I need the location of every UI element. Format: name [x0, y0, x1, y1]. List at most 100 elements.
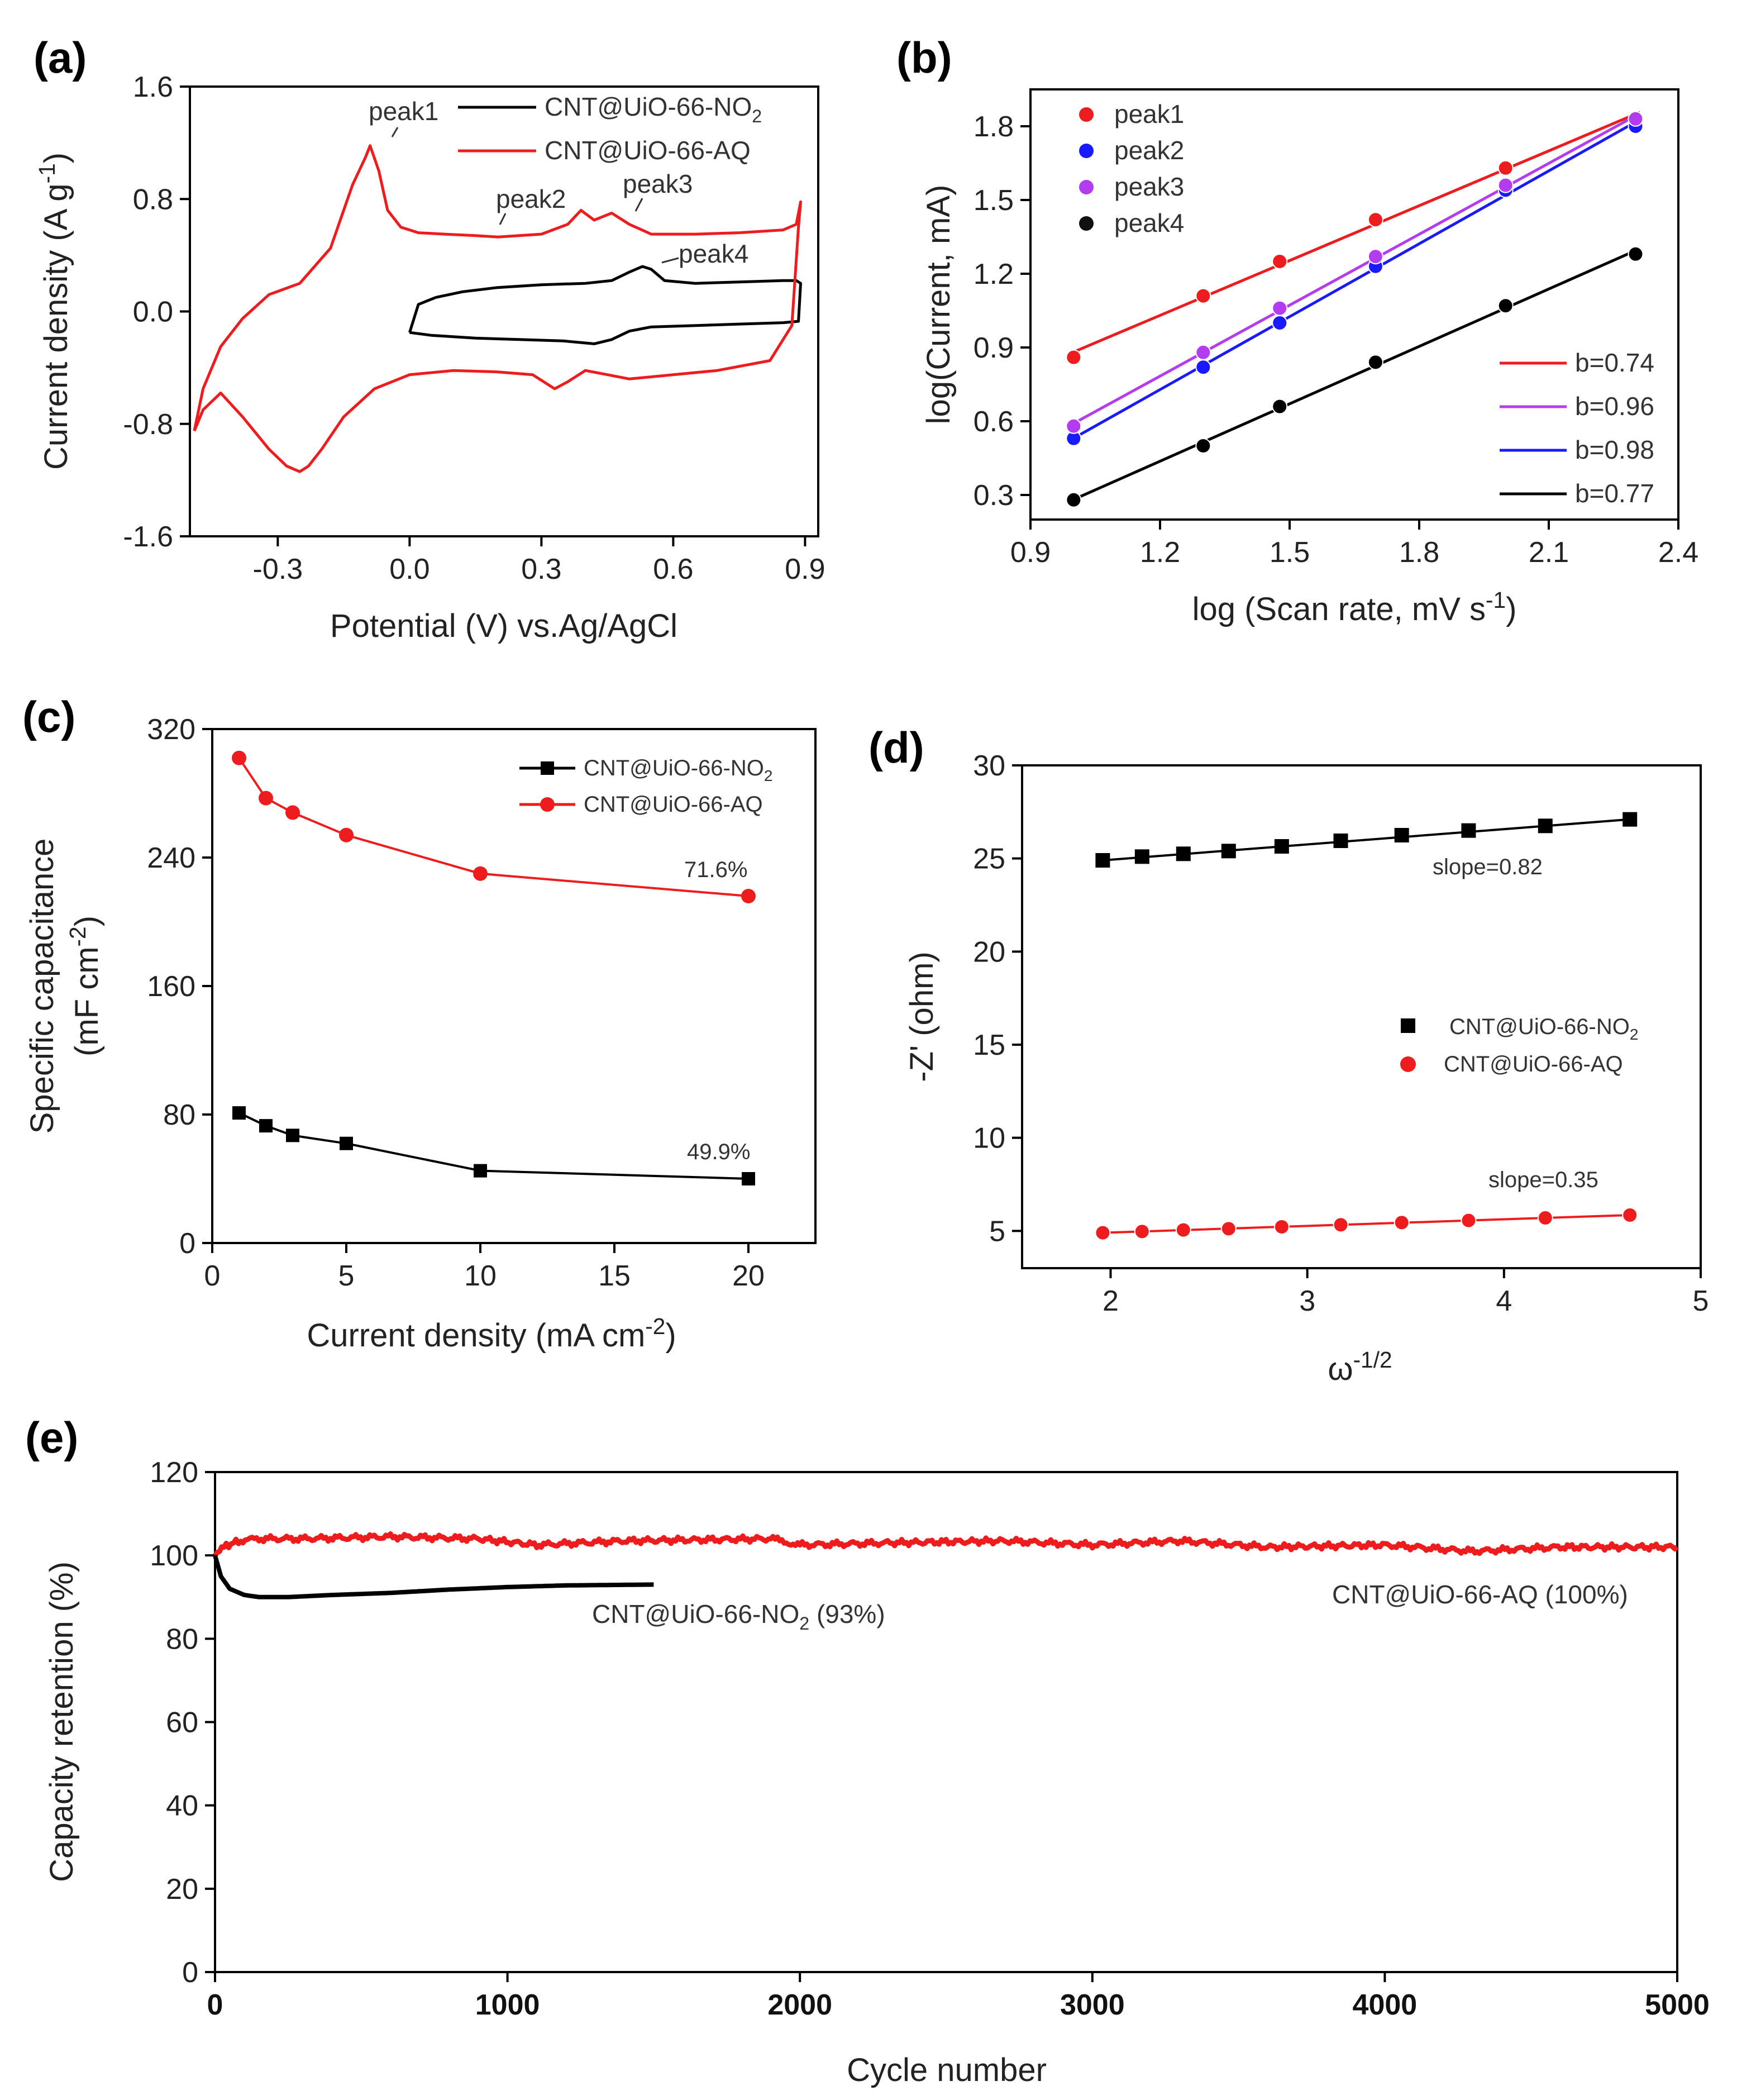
legend-b-fit-label-3: b=0.98: [1575, 435, 1654, 464]
legend-c-label-no2: CNT@UiO-66-NO2: [584, 756, 772, 784]
y-tick-label: 0.9: [974, 332, 1014, 364]
point-CNT@UiO-66-NO2: [286, 1128, 299, 1142]
series-line-CNT@UiO-66-NO2: [408, 265, 802, 345]
y-tick-label: 120: [150, 1456, 198, 1489]
x-tick-label: 3: [1299, 1285, 1315, 1317]
y-tick-label: -0.8: [123, 408, 173, 441]
panel-e-series: [213, 1531, 1679, 1599]
point-CNT@UiO-66-AQ: [1622, 1207, 1638, 1223]
legend-d-label-no2: CNT@UiO-66-NO2: [1449, 1015, 1638, 1043]
point-CNT@UiO-66-NO2: [1134, 849, 1149, 864]
fit-line-peak4: [1068, 247, 1641, 503]
x-tick-label: 2.4: [1658, 536, 1698, 569]
panel-e-frame: [214, 1471, 1678, 1973]
annotation-peak1-pointer: [391, 127, 399, 137]
y-tick-label: 0: [182, 1956, 198, 1989]
point-CNT@UiO-66-AQ: [259, 791, 273, 806]
panel-a-series: [193, 144, 802, 473]
y-tick-label: 20: [166, 1873, 198, 1906]
point-peak3: [1367, 249, 1383, 265]
legend-b-marker-peak1: [1079, 107, 1094, 122]
point-CNT@UiO-66-NO2: [1221, 844, 1236, 859]
y-tick-label: 30: [973, 750, 1005, 782]
panel-e-ylabel: Capacity retention (%): [44, 1561, 80, 1882]
annotation-peak3-pointer: [634, 198, 643, 212]
panel-b: (b) 0.9 1.2 1.5 1.8 2.1 2.4 0.3 0.6 0.9 1.2 1.5 1.8…: [896, 33, 1698, 627]
x-tick-label: 5: [338, 1260, 355, 1292]
panel-b-ylabel: log(Current, mA): [920, 185, 957, 425]
y-tick-label: 240: [147, 842, 195, 874]
point-CNT@UiO-66-AQ: [1333, 1217, 1349, 1233]
legend-b-markers: peak1 peak2 peak3 peak4: [1079, 99, 1184, 237]
series-line-CNT@UiO-66-AQ (100%): [213, 1531, 1679, 1557]
point-CNT@UiO-66-NO2: [1274, 839, 1289, 854]
point-CNT@UiO-66-AQ: [1134, 1223, 1150, 1240]
y-tick-label: 60: [166, 1707, 198, 1739]
x-tick-label: 1.5: [1270, 536, 1310, 569]
y-tick-label: 40: [166, 1790, 198, 1822]
panel-a: (a) -0.3 0.0 0.3 0.6 0.9 -1.6 -0.8 0.0 0.8 1.6 CN…: [34, 33, 825, 644]
y-tick-label: 20: [973, 936, 1005, 968]
panel-d-label: (d): [869, 723, 924, 772]
point-CNT@UiO-66-AQ: [1537, 1210, 1553, 1226]
point-peak3: [1497, 177, 1514, 193]
y-tick-label: 320: [147, 713, 195, 746]
panel-b-label: (b): [896, 33, 952, 82]
point-CNT@UiO-66-AQ: [232, 750, 246, 765]
point-CNT@UiO-66-NO2: [1333, 834, 1348, 848]
x-tick-label: 2000: [767, 1989, 832, 2021]
panel-b-xlabel: log (Scan rate, mV s-1): [1192, 587, 1517, 627]
x-tick-label: 20: [732, 1260, 765, 1292]
point-CNT@UiO-66-AQ: [473, 866, 488, 881]
fit-line-peak1: [1068, 111, 1641, 355]
legend-d-label-aq: CNT@UiO-66-AQ: [1444, 1052, 1623, 1077]
legend-a-label-no2: CNT@UiO-66-NO2: [545, 92, 762, 126]
point-CNT@UiO-66-NO2: [1538, 818, 1553, 834]
legend-b-fit-label-1: b=0.74: [1575, 348, 1654, 377]
annotation-c-no2-retention: 49.9%: [687, 1140, 750, 1164]
x-tick-label: 0: [204, 1260, 221, 1292]
x-tick-label: 0: [207, 1989, 223, 2021]
point-peak4: [1066, 492, 1082, 508]
point-peak1: [1195, 288, 1211, 304]
point-CNT@UiO-66-NO2: [1623, 812, 1638, 827]
y-tick-label: 80: [166, 1623, 198, 1655]
legend-c-marker-aq: [540, 797, 555, 812]
series-line-CNT@UiO-66-AQ: [193, 144, 802, 473]
y-tick-label: 160: [147, 970, 195, 1003]
point-peak1: [1272, 254, 1288, 269]
legend-b-marker-peak2: [1079, 144, 1094, 158]
point-peak4: [1367, 354, 1383, 370]
point-peak2: [1272, 315, 1288, 331]
x-tick-label: 0.6: [653, 553, 693, 585]
point-CNT@UiO-66-NO2: [742, 1172, 755, 1185]
y-tick-label: 5: [989, 1215, 1005, 1247]
legend-b-label-peak4: peak4: [1114, 208, 1184, 237]
point-peak4: [1497, 298, 1514, 314]
x-tick-label: 0.0: [389, 553, 430, 585]
x-tick-label: 1.2: [1140, 536, 1180, 569]
x-tick-label: 2: [1103, 1285, 1119, 1317]
point-peak1: [1497, 160, 1514, 176]
panel-c-label: (c): [22, 692, 75, 741]
series-line-CNT@UiO-66-NO2: [238, 1112, 749, 1180]
annotation-peak1: peak1: [369, 97, 438, 126]
y-tick-label: 80: [163, 1099, 195, 1131]
panel-e-xlabel: Cycle number: [847, 2052, 1047, 2088]
legend-b-fit-label-4: b=0.77: [1575, 479, 1654, 508]
point-CNT@UiO-66-AQ: [1394, 1215, 1410, 1231]
y-tick-label: 1.6: [133, 71, 173, 103]
legend-d-marker-aq: [1400, 1056, 1416, 1072]
panel-e: (e) 0 1000 2000 3000 4000 5000 0 20 40 60 80 100 120…: [25, 1413, 1710, 2088]
point-peak1: [1066, 349, 1082, 365]
point-CNT@UiO-66-NO2: [1095, 853, 1110, 868]
series-line-CNT@UiO-66-AQ: [238, 757, 749, 897]
legend-b-fit-label-2: b=0.96: [1575, 392, 1654, 421]
x-tick-label: 10: [464, 1260, 497, 1292]
panel-d-series: [1095, 812, 1638, 1241]
legend-c-marker-no2: [541, 761, 554, 775]
y-tick-label: 0.3: [974, 479, 1014, 512]
annotation-d-slope-aq: slope=0.35: [1488, 1168, 1598, 1192]
x-tick-label: 0.9: [785, 553, 825, 585]
